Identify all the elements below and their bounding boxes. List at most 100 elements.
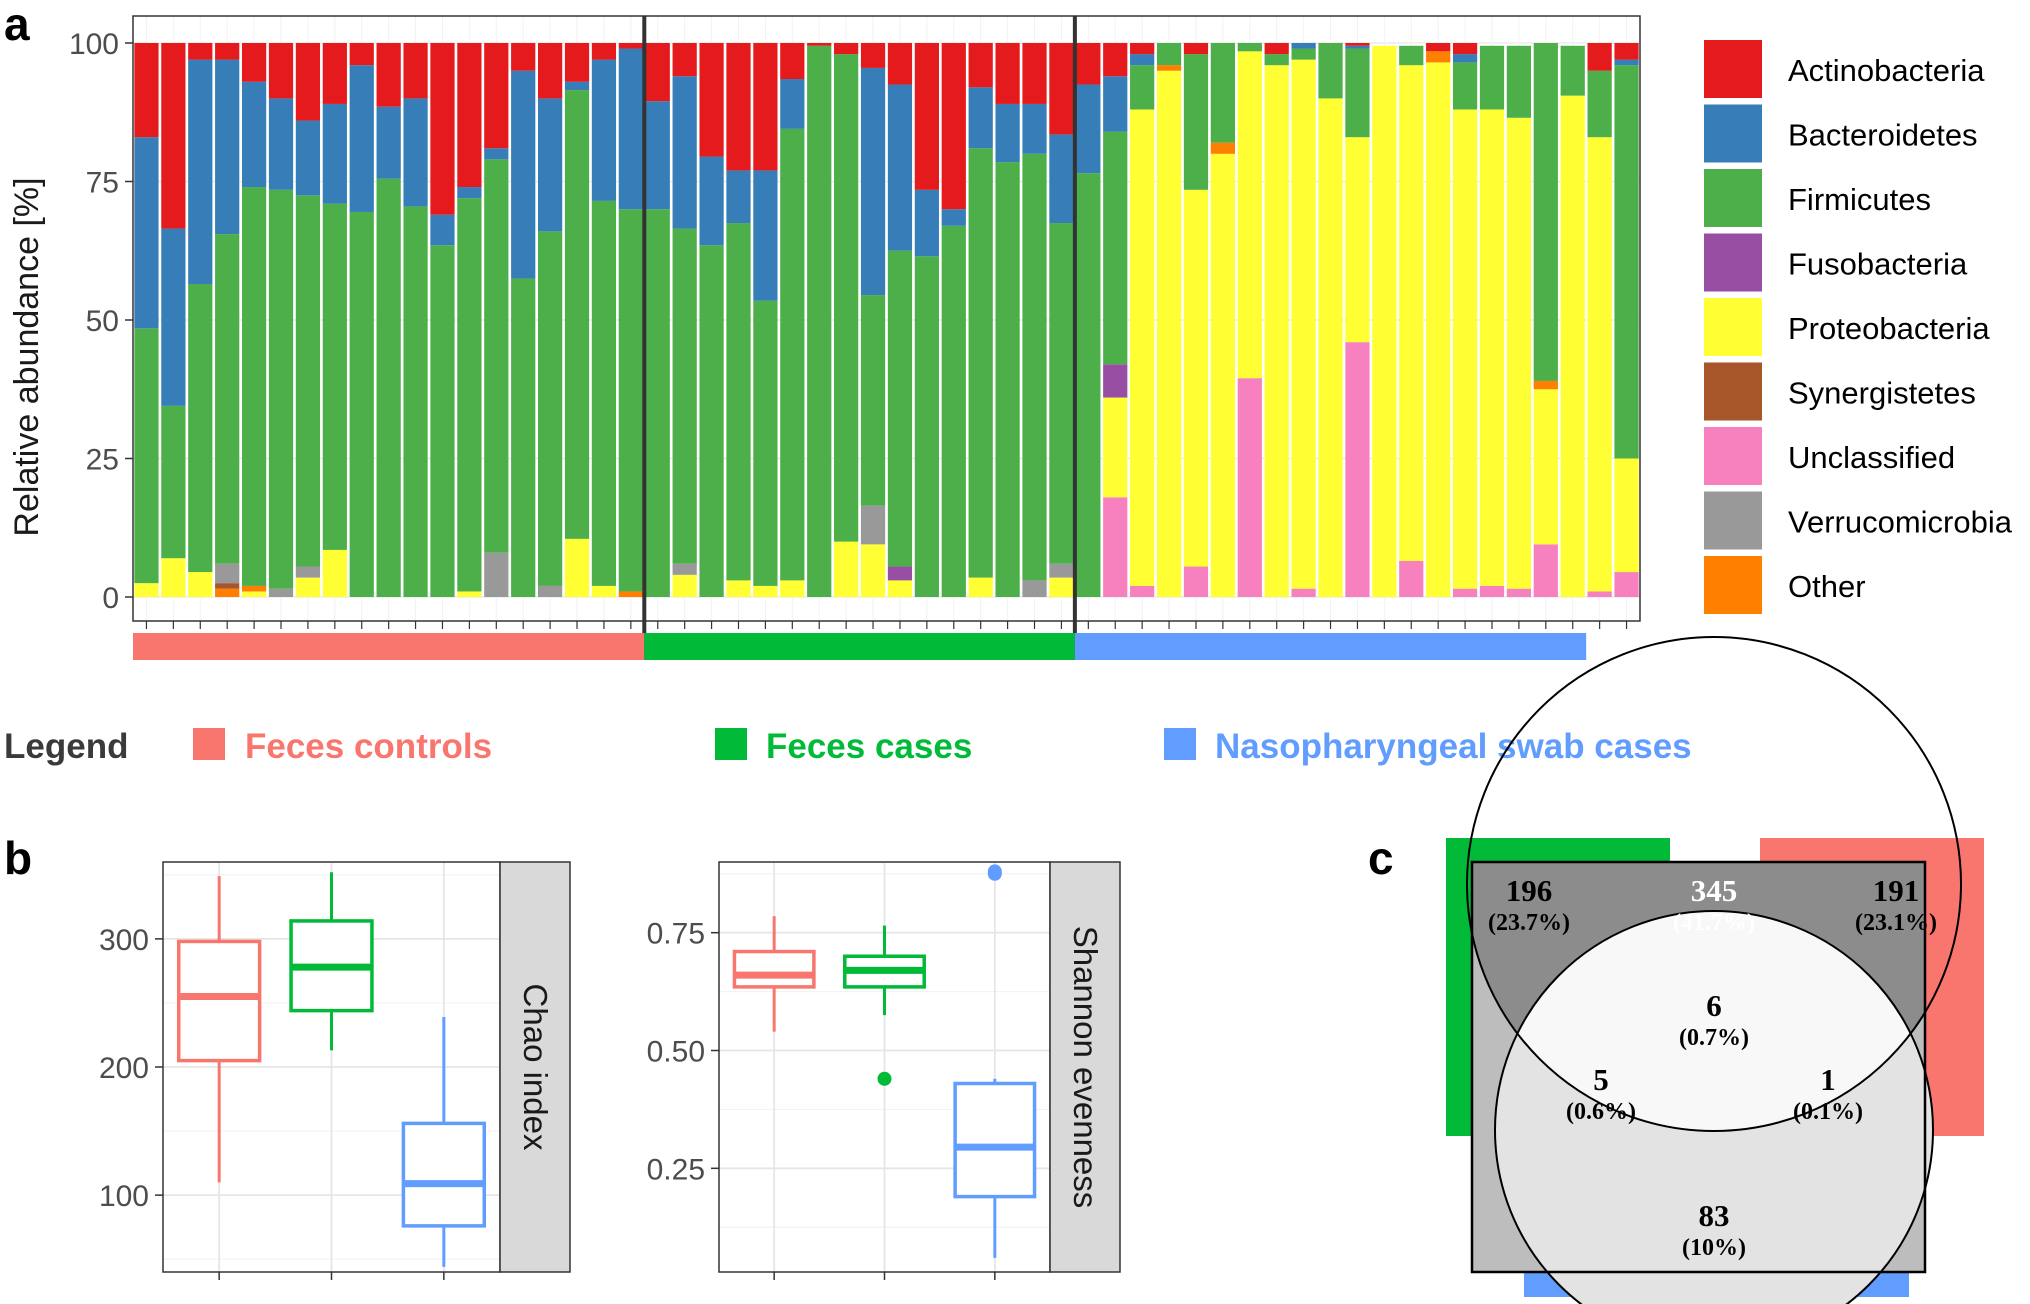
y-tick-label: 50: [86, 305, 119, 338]
legend-swatch: [1704, 491, 1762, 550]
outlier-point: [877, 1071, 892, 1086]
segment-actinobacteria: [914, 43, 939, 190]
segment-actinobacteria: [134, 43, 159, 138]
segment-actinobacteria: [1183, 43, 1209, 55]
y-tick-label: 100: [99, 1180, 149, 1213]
segment-unclassified: [1479, 585, 1505, 597]
segment-firmicutes: [1130, 65, 1155, 110]
segment-unclassified: [1291, 588, 1316, 597]
venn-region-feces-shared: 345(41.7%): [1673, 873, 1755, 936]
legend-label: Other: [1788, 569, 1866, 604]
legend-item-proteobacteria: Proteobacteria: [1704, 298, 1990, 356]
sample-bar-32: [968, 43, 993, 597]
legend-label: Unclassified: [1788, 440, 1955, 475]
segment-firmicutes: [188, 283, 213, 573]
segment-proteobacteria: [1587, 137, 1612, 592]
stacked-bars: [134, 43, 1639, 598]
segment-proteobacteria: [860, 544, 886, 597]
venn-count: 345: [1691, 873, 1738, 908]
segment-verrucomicrobia: [268, 588, 294, 597]
segment-firmicutes: [268, 189, 294, 589]
segment-actinobacteria: [215, 43, 240, 60]
segment-proteobacteria: [457, 591, 482, 597]
segment-bacteroidetes: [1345, 45, 1370, 49]
legend-label-feces-cases: Feces cases: [766, 727, 972, 766]
panel-c: c 196(23.7%) 345(41.7%) 191(23.1%) 6(0.7%) 5…: [1368, 636, 1984, 1304]
y-tick-label: 0.25: [647, 1153, 705, 1186]
sample-bar-31: [941, 43, 966, 597]
sample-bar-7: [295, 43, 321, 597]
segment-firmicutes: [1076, 173, 1101, 597]
sample-bar-15: [511, 43, 536, 597]
box-feces-cases: [289, 872, 374, 1051]
segment-actinobacteria: [1049, 43, 1074, 135]
segment-actinobacteria: [995, 43, 1020, 104]
segment-actinobacteria: [511, 43, 536, 71]
segment-bacteroidetes: [753, 170, 778, 301]
panel-label-c: c: [1368, 832, 1394, 884]
segment-firmicutes: [322, 203, 347, 550]
segment-firmicutes: [538, 231, 563, 586]
legend-item-actinobacteria: Actinobacteria: [1704, 40, 1985, 98]
sample-bar-6: [268, 43, 294, 597]
segment-firmicutes: [1022, 153, 1047, 581]
sample-bar-14: [484, 43, 509, 597]
sample-bar-53: [1533, 43, 1558, 597]
sample-bar-49: [1426, 43, 1451, 597]
legend-item-verrucomicrobia: Verrucomicrobia: [1704, 491, 2013, 550]
segment-bacteroidetes: [995, 103, 1020, 163]
sample-bar-40: [1183, 43, 1209, 597]
segment-bacteroidetes: [457, 187, 482, 199]
segment-proteobacteria: [726, 580, 751, 597]
segment-other: [1533, 380, 1558, 390]
segment-actinobacteria: [834, 43, 859, 55]
facet-label: Shannon evenness: [1067, 926, 1104, 1209]
segment-unclassified: [1183, 566, 1209, 597]
segment-firmicutes: [161, 405, 186, 559]
sample-bar-55: [1587, 43, 1612, 597]
segment-firmicutes: [1264, 54, 1289, 66]
segment-actinobacteria: [564, 43, 590, 82]
sample-bar-52: [1506, 45, 1532, 597]
legend-item-fusobacteria: Fusobacteria: [1704, 233, 1968, 292]
venn-count: 196: [1506, 873, 1553, 908]
box-nasopharyngeal-swab-cases: [401, 1017, 487, 1267]
segment-bacteroidetes: [941, 209, 966, 226]
facet-label: Chao index: [517, 984, 554, 1151]
legend-label: Verrucomicrobia: [1788, 505, 2013, 540]
segment-actinobacteria: [1076, 43, 1101, 85]
venn-percent: (10%): [1682, 1235, 1746, 1261]
segment-other: [1210, 142, 1235, 154]
segment-actinobacteria: [349, 43, 374, 66]
segment-firmicutes: [995, 162, 1020, 598]
y-tick-label: 0.75: [647, 918, 705, 951]
segment-unclassified: [1345, 342, 1370, 597]
segment-firmicutes: [1506, 45, 1532, 118]
box-body: [953, 1081, 1037, 1199]
segment-proteobacteria: [1533, 389, 1558, 545]
segment-proteobacteria: [1156, 70, 1182, 597]
segment-verrucomicrobia: [860, 505, 886, 545]
segment-actinobacteria: [241, 43, 267, 82]
segment-firmicutes: [1156, 43, 1182, 66]
venn-region-controls-naso: 1(0.1%): [1793, 1062, 1863, 1125]
sample-bar-41: [1210, 43, 1235, 598]
sample-bar-50: [1452, 43, 1478, 597]
segment-firmicutes: [457, 198, 482, 592]
segment-bacteroidetes: [860, 67, 886, 296]
venn-region-all-three: 6(0.7%): [1679, 988, 1749, 1051]
sample-bar-36: [1076, 43, 1101, 597]
segment-firmicutes: [618, 209, 643, 592]
y-axis-ticks: 0 25 50 75 100: [69, 28, 133, 615]
segment-firmicutes: [941, 225, 966, 597]
panel-label-a: a: [4, 0, 30, 50]
segment-actinobacteria: [941, 43, 966, 210]
segment-unclassified: [1130, 585, 1155, 597]
segment-actinobacteria: [188, 43, 213, 60]
legend-label: Firmicutes: [1788, 182, 1931, 217]
venn-outline-circle-bottom: [1494, 910, 1934, 1304]
outlier-point: [987, 864, 1002, 879]
venn-count: 1: [1820, 1062, 1836, 1097]
segment-actinobacteria: [295, 43, 321, 121]
segment-actinobacteria: [1103, 43, 1128, 77]
